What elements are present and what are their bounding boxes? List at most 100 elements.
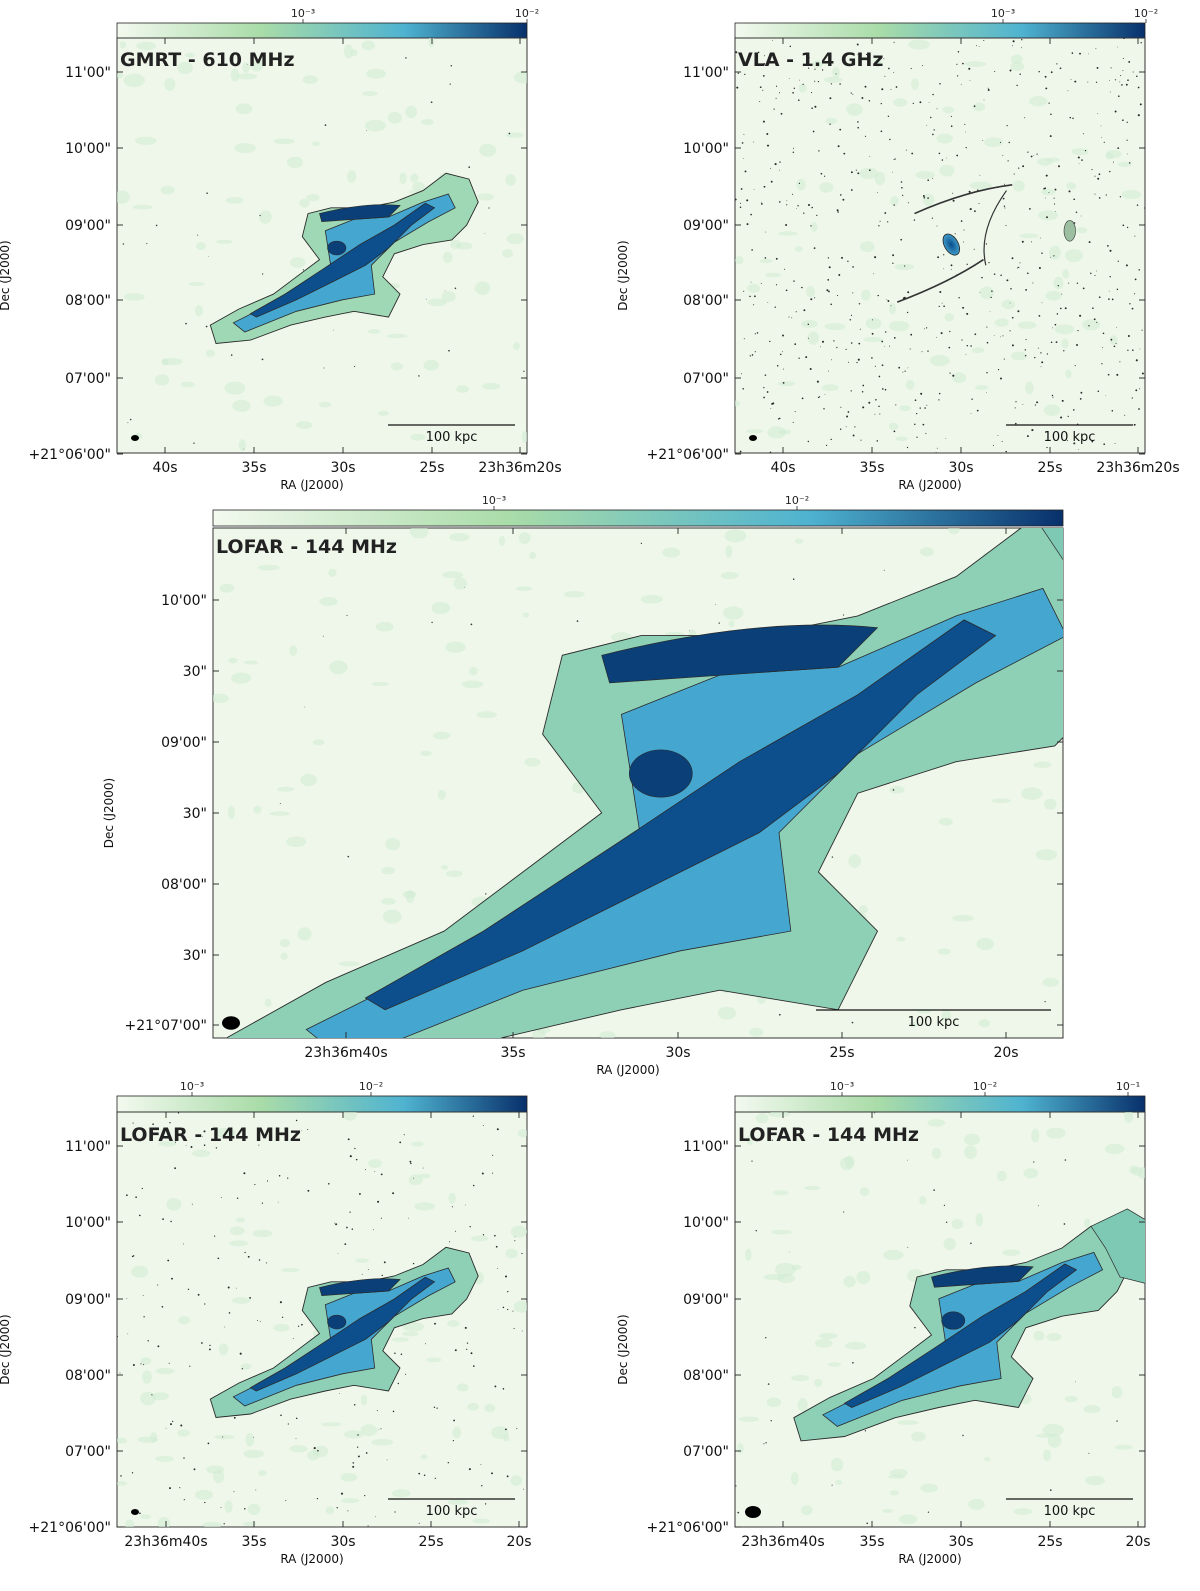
colorbar-tick-label: 10⁻¹ — [1116, 1080, 1140, 1093]
x-tick-label: 25s — [419, 460, 444, 476]
x-tick-label: 25s — [418, 1534, 443, 1550]
colorbar — [734, 1095, 1146, 1113]
y-tick-label: 10'00" — [683, 1215, 729, 1231]
x-tick-label: 23h36m20s — [1096, 460, 1179, 476]
y-tick-label: +21°06'00" — [29, 447, 111, 463]
y-axis-label: Dec (J2000) — [616, 240, 630, 310]
y-axis-label: Dec (J2000) — [616, 1314, 630, 1384]
scalebar-label: 100 kpc — [1044, 430, 1096, 445]
panel-title: VLA - 1.4 GHz — [738, 49, 883, 71]
image-frame — [734, 37, 1146, 454]
x-tick-label: 30s — [948, 460, 973, 476]
y-tick-label: +21°06'00" — [29, 1520, 111, 1536]
panel-vla: 10⁻³ 10⁻² 100 kpc VLA - 1.4 GHz 11'00" 10'00"… — [616, 7, 1180, 492]
y-tick-label: 30" — [183, 664, 207, 680]
colorbar-tick-label: 10⁻³ — [180, 1080, 204, 1093]
beam-ellipse — [131, 435, 139, 441]
scalebar-label: 100 kpc — [426, 430, 478, 445]
x-tick-label: 20s — [993, 1045, 1018, 1061]
beam-ellipse — [222, 1016, 240, 1030]
y-tick-label: +21°06'00" — [647, 447, 729, 463]
radio-image: 100 kpc — [735, 38, 1145, 453]
x-axis-label: RA (J2000) — [596, 1063, 659, 1077]
y-tick-label: 11'00" — [65, 1139, 111, 1155]
y-tick-label: 08'00" — [683, 1368, 729, 1384]
beam-ellipse — [749, 435, 757, 441]
x-axis-label: RA (J2000) — [898, 1552, 961, 1566]
y-tick-label: 09'00" — [683, 1292, 729, 1308]
y-tick-label: 11'00" — [65, 65, 111, 81]
x-tick-label: 35s — [241, 460, 266, 476]
panel-title: LOFAR - 144 MHz — [120, 1124, 301, 1146]
y-tick-label: 11'00" — [683, 65, 729, 81]
y-tick-label: 07'00" — [65, 371, 111, 387]
beam-ellipse — [131, 1509, 139, 1515]
x-tick-label: 25s — [1037, 1534, 1062, 1550]
y-axis-label: Dec (J2000) — [0, 240, 12, 310]
colorbar-tick-label: 10⁻² — [359, 1080, 383, 1093]
scalebar-label: 100 kpc — [1044, 1504, 1096, 1519]
colorbar-tick-label: 10⁻³ — [482, 494, 506, 507]
x-axis-label: RA (J2000) — [898, 478, 961, 492]
x-tick-label: 20s — [1125, 1534, 1150, 1550]
x-tick-label: 40s — [152, 460, 177, 476]
x-tick-label: 25s — [1037, 460, 1062, 476]
y-tick-label: 10'00" — [683, 141, 729, 157]
colorbar — [116, 22, 528, 40]
x-tick-label: 23h36m20s — [478, 460, 561, 476]
scalebar-label: 100 kpc — [908, 1015, 960, 1030]
x-tick-label: 40s — [770, 460, 795, 476]
y-tick-label: 07'00" — [683, 1444, 729, 1460]
x-axis-label: RA (J2000) — [280, 478, 343, 492]
x-tick-label: 35s — [859, 460, 884, 476]
y-tick-label: 08'00" — [65, 1368, 111, 1384]
radio-image: 100 kpc — [735, 1112, 1145, 1525]
colorbar-tick-label: 10⁻² — [973, 1080, 997, 1093]
y-tick-label: 07'00" — [683, 371, 729, 387]
y-tick-label: 09'00" — [65, 218, 111, 234]
panel-title: LOFAR - 144 MHz — [216, 536, 397, 558]
x-axis-label: RA (J2000) — [280, 1552, 343, 1566]
colorbar — [734, 22, 1146, 40]
colorbar-tick-label: 10⁻² — [1134, 7, 1158, 20]
y-tick-label: 10'00" — [65, 141, 111, 157]
panel-title: LOFAR - 144 MHz — [738, 1124, 919, 1146]
x-tick-label: 23h36m40s — [124, 1534, 207, 1550]
y-tick-label: 09'00" — [683, 218, 729, 234]
y-tick-label: 10'00" — [161, 593, 207, 609]
x-tick-label: 30s — [948, 1534, 973, 1550]
colorbar-tick-label: 10⁻³ — [991, 7, 1015, 20]
y-tick-label: 30" — [183, 948, 207, 964]
radio-image: 100 kpc — [117, 38, 527, 451]
x-tick-label: 23h36m40s — [304, 1045, 387, 1061]
x-tick-label: 23h36m40s — [741, 1534, 824, 1550]
panel-lofar-hires: 10⁻³ 10⁻² 100 kpc LOFAR - 144 MHz 11'00" 10'0… — [0, 1080, 532, 1566]
y-axis-label: Dec (J2000) — [0, 1314, 12, 1384]
x-tick-label: 35s — [500, 1045, 525, 1061]
colorbar — [212, 509, 1064, 527]
colorbar-tick-label: 10⁻³ — [291, 7, 315, 20]
y-tick-label: 08'00" — [65, 293, 111, 309]
panel-lofar-lowres: 10⁻³ 10⁻² 10⁻¹ 100 kpc LOFAR - 144 MHz 11'00"… — [616, 1080, 1151, 1566]
x-tick-label: 25s — [829, 1045, 854, 1061]
radio-image: 100 kpc — [213, 528, 1063, 1038]
radio-image: 100 kpc — [117, 1112, 527, 1527]
y-tick-label: 08'00" — [161, 877, 207, 893]
y-tick-label: 07'00" — [65, 1444, 111, 1460]
x-tick-label: 30s — [330, 1534, 355, 1550]
y-tick-label: 10'00" — [65, 1215, 111, 1231]
y-tick-label: +21°06'00" — [647, 1520, 729, 1536]
y-tick-label: 11'00" — [683, 1139, 729, 1155]
x-tick-label: 35s — [859, 1534, 884, 1550]
colorbar-tick-label: 10⁻³ — [830, 1080, 854, 1093]
x-tick-label: 30s — [330, 460, 355, 476]
y-tick-label: 09'00" — [161, 735, 207, 751]
beam-ellipse — [745, 1506, 761, 1518]
panel-title: GMRT - 610 MHz — [120, 49, 295, 71]
colorbar — [116, 1095, 528, 1113]
panel-gmrt: 10⁻³ 10⁻² 100 kpc GMRT - 610 MHz 11'00" 10'00… — [0, 7, 562, 492]
x-tick-label: 30s — [665, 1045, 690, 1061]
y-tick-label: +21°07'00" — [125, 1018, 207, 1034]
panel-lofar-main: 10⁻³ 10⁻² 100 kpc LOFAR - 144 MHz 10'00" 30" 0… — [102, 494, 1064, 1077]
